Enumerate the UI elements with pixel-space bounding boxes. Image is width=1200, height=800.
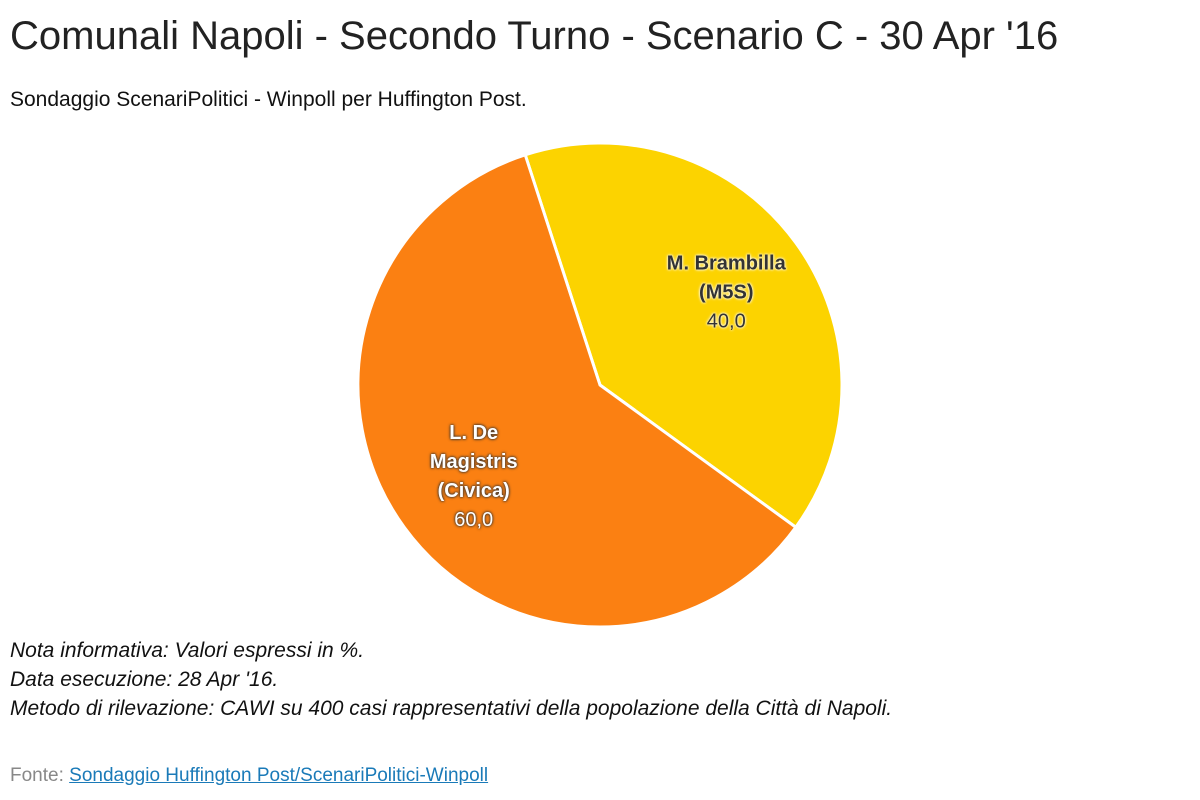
slice-value: 40,0 [706,310,746,333]
slice-name: M. Brambilla (M5S) [666,252,786,304]
note-line: Nota informativa: Valori espressi in %. [10,639,365,662]
source-label: Fonte: [10,765,64,786]
slice-name: L. De Magistris (Civica) [429,421,518,502]
source: Fonte: Sondaggio Huffington Post/Scenari… [10,765,488,787]
chart-title: Comunali Napoli - Secondo Turno - Scenar… [10,14,1059,58]
pie-slice [356,152,798,629]
slice-label: M. Brambilla (M5S) 40,0 [651,250,801,337]
note-line: Metodo di rilevazione: CAWI su 400 casi … [10,697,893,720]
pie-slice [523,141,844,530]
slice-label: L. De Magistris (Civica) 60,0 [416,419,531,535]
source-link[interactable]: Sondaggio Huffington Post/ScenariPolitic… [69,765,489,786]
slice-value: 60,0 [454,508,494,531]
notes: Nota informativa: Valori espressi in %. D… [10,636,892,723]
chart-subtitle: Sondaggio ScenariPolitici - Winpoll per … [10,88,527,111]
note-line: Data esecuzione: 28 Apr '16. [10,668,279,691]
